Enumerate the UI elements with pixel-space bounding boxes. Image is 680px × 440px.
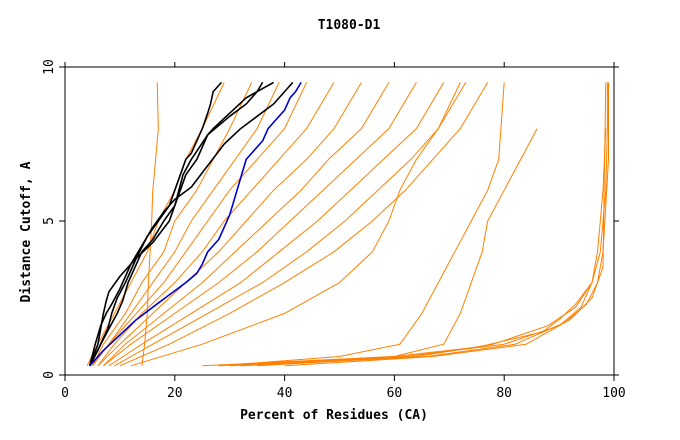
plot-frame [64,66,615,376]
chart-title: T1080-D1 [318,18,381,33]
series-line-orange-5 [97,82,362,367]
y-tick-label: 5 [42,217,57,225]
series-line-orange-11 [141,82,159,366]
x-tick-label: 80 [496,386,512,401]
series-line-orange-0 [86,82,225,367]
x-tick-label: 20 [167,386,183,401]
series-line-orange-4 [97,82,335,367]
series-line-orange-6 [103,82,390,367]
series-line-orange-13 [218,82,505,367]
series-line-orange-14 [202,128,538,367]
series-line-orange-2 [92,82,280,367]
series-line-orange-1 [92,82,253,367]
plot-area [86,81,609,367]
series-line-orange-10 [119,82,489,367]
x-tick-label: 60 [387,386,403,401]
y-tick-label: 0 [42,371,57,379]
series-line-orange-19 [284,82,607,367]
series-line-orange-18 [257,82,608,367]
series-line-black-22 [88,81,264,367]
series-line-black-21 [88,81,274,367]
series-line-orange-8 [108,82,445,367]
x-tick-label: 100 [602,386,625,401]
y-tick-label: 10 [42,59,57,75]
series-line-orange-17 [240,82,609,367]
series-line-orange-7 [103,82,417,367]
series-line-orange-3 [92,82,308,367]
x-tick-label: 40 [277,386,293,401]
axes: 0 20 40 60 80 100 0 5 10 [42,59,626,401]
x-axis-label: Percent of Residues (CA) [240,408,428,423]
series-line-orange-16 [229,128,607,367]
x-tick-label: 0 [61,386,69,401]
series-line-blue-24 [89,81,302,367]
series-line-orange-12 [130,82,461,367]
series-line-orange-9 [114,82,467,367]
series-line-black-23 [88,81,294,366]
y-axis-label: Distance Cutoff, A [19,161,34,302]
